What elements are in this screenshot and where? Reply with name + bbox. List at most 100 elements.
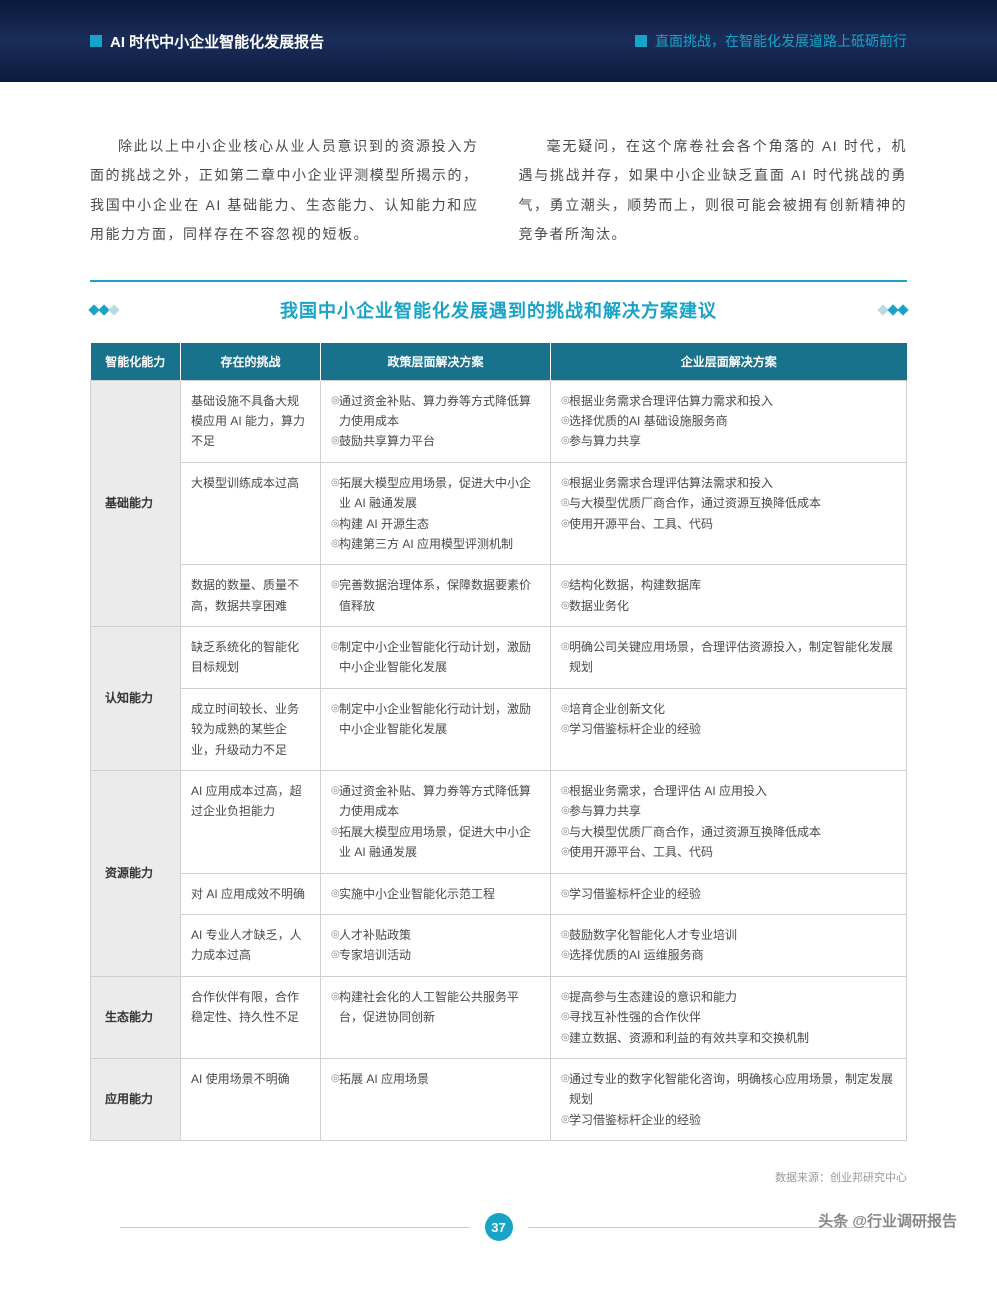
enterprise-cell: ◎根据业务需求，合理评估 AI 应用投入◎参与算力共享◎与大模型优质厂商合作，通… [551, 771, 907, 874]
bullet-item: ◎人才补贴政策 [331, 925, 540, 945]
square-marker-icon [90, 35, 102, 47]
bullet-icon: ◎ [561, 493, 569, 512]
bullet-icon: ◎ [331, 473, 339, 492]
paragraph-left: 除此以上中小企业核心从业人员意识到的资源投入方面的挑战之外，正如第二章中小企业评… [90, 132, 479, 250]
bullet-text: 拓展大模型应用场景，促进大中小企业 AI 融通发展 [339, 822, 540, 863]
table-header-row: 智能化能力 存在的挑战 政策层面解决方案 企业层面解决方案 [91, 343, 907, 381]
bullet-text: 建立数据、资源和利益的有效共享和交换机制 [569, 1028, 809, 1048]
challenge-cell: 数据的数量、质量不高，数据共享困难 [181, 565, 321, 627]
challenge-cell: AI 使用场景不明确 [181, 1058, 321, 1140]
bullet-text: 通过资金补贴、算力券等方式降低算力使用成本 [339, 781, 540, 822]
bullet-text: 与大模型优质厂商合作，通过资源互换降低成本 [569, 493, 821, 513]
table-header-cell: 政策层面解决方案 [321, 343, 551, 381]
bullet-item: ◎拓展大模型应用场景，促进大中小企业 AI 融通发展 [331, 473, 540, 514]
bullet-item: ◎学习借鉴标杆企业的经验 [561, 719, 896, 739]
diamond-icon [108, 304, 119, 315]
bullet-item: ◎专家培训活动 [331, 945, 540, 965]
bullet-item: ◎制定中小企业智能化行动计划，激励中小企业智能化发展 [331, 637, 540, 678]
bullet-item: ◎制定中小企业智能化行动计划，激励中小企业智能化发展 [331, 699, 540, 740]
bullet-item: ◎提高参与生态建设的意识和能力 [561, 987, 896, 1007]
bullet-text: 拓展大模型应用场景，促进大中小企业 AI 融通发展 [339, 473, 540, 514]
bullet-icon: ◎ [331, 391, 339, 410]
bullet-item: ◎参与算力共享 [561, 431, 896, 451]
bullet-item: ◎使用开源平台、工具、代码 [561, 842, 896, 862]
bullet-text: 构建 AI 开源生态 [339, 514, 429, 534]
table-row: 应用能力AI 使用场景不明确◎拓展 AI 应用场景◎通过专业的数字化智能化咨询，… [91, 1058, 907, 1140]
bullet-icon: ◎ [561, 822, 569, 841]
challenge-cell: AI 应用成本过高，超过企业负担能力 [181, 771, 321, 874]
bullet-text: 学习借鉴标杆企业的经验 [569, 884, 701, 904]
challenge-cell: 成立时间较长、业务较为成熟的某些企业，升级动力不足 [181, 688, 321, 770]
policy-cell: ◎制定中小企业智能化行动计划，激励中小企业智能化发展 [321, 627, 551, 689]
bullet-text: 根据业务需求合理评估算力需求和投入 [569, 391, 773, 411]
bullet-icon: ◎ [331, 699, 339, 718]
bullet-item: ◎数据业务化 [561, 596, 896, 616]
bullet-icon: ◎ [561, 699, 569, 718]
enterprise-cell: ◎学习借鉴标杆企业的经验 [551, 873, 907, 914]
bullet-icon: ◎ [561, 781, 569, 800]
bullet-icon: ◎ [331, 431, 339, 450]
table-row: 大模型训练成本过高◎拓展大模型应用场景，促进大中小企业 AI 融通发展◎构建 A… [91, 462, 907, 565]
table-header-cell: 存在的挑战 [181, 343, 321, 381]
bullet-item: ◎完善数据治理体系，保障数据要素价值释放 [331, 575, 540, 616]
bullet-item: ◎拓展 AI 应用场景 [331, 1069, 540, 1089]
category-cell: 认知能力 [91, 627, 181, 771]
bullet-icon: ◎ [561, 575, 569, 594]
bullet-item: ◎拓展大模型应用场景，促进大中小企业 AI 融通发展 [331, 822, 540, 863]
diamond-icon [897, 304, 908, 315]
bullet-item: ◎通过资金补贴、算力券等方式降低算力使用成本 [331, 781, 540, 822]
bullet-icon: ◎ [331, 987, 339, 1006]
bullet-text: 选择优质的AI 基础设施服务商 [569, 411, 728, 431]
bullet-icon: ◎ [331, 945, 339, 964]
bullet-text: 完善数据治理体系，保障数据要素价值释放 [339, 575, 540, 616]
bullet-icon: ◎ [561, 925, 569, 944]
bullet-icon: ◎ [561, 411, 569, 430]
bullet-text: 与大模型优质厂商合作，通过资源互换降低成本 [569, 822, 821, 842]
bullet-icon: ◎ [561, 801, 569, 820]
page-footer: 37 头条 @行业调研报告 [0, 1193, 997, 1261]
bullet-icon: ◎ [561, 1069, 569, 1088]
bullet-item: ◎寻找互补性强的合作伙伴 [561, 1007, 896, 1027]
table-row: 基础能力基础设施不具备大规模应用 AI 能力，算力不足◎通过资金补贴、算力券等方… [91, 380, 907, 462]
bullet-text: 数据业务化 [569, 596, 629, 616]
bullet-text: 结构化数据，构建数据库 [569, 575, 701, 595]
bullet-item: ◎与大模型优质厂商合作，通过资源互换降低成本 [561, 493, 896, 513]
bullet-text: 根据业务需求合理评估算法需求和投入 [569, 473, 773, 493]
bullet-text: 拓展 AI 应用场景 [339, 1069, 429, 1089]
bullet-text: 构建社会化的人工智能公共服务平台，促进协同创新 [339, 987, 540, 1028]
bullet-item: ◎鼓励数字化智能化人才专业培训 [561, 925, 896, 945]
data-source: 数据来源：创业邦研究中心 [0, 1161, 997, 1193]
bullet-icon: ◎ [331, 637, 339, 656]
bullet-item: ◎与大模型优质厂商合作，通过资源互换降低成本 [561, 822, 896, 842]
square-marker-icon [635, 35, 647, 47]
body-column-right: 毫无疑问，在这个席卷社会各个角落的 AI 时代，机遇与挑战并存，如果中小企业缺乏… [519, 132, 908, 250]
policy-cell: ◎构建社会化的人工智能公共服务平台，促进协同创新 [321, 976, 551, 1058]
policy-cell: ◎人才补贴政策◎专家培训活动 [321, 914, 551, 976]
bullet-icon: ◎ [331, 1069, 339, 1088]
section-title: 我国中小企业智能化发展遇到的挑战和解决方案建议 [280, 297, 717, 323]
challenge-cell: 缺乏系统化的智能化目标规划 [181, 627, 321, 689]
challenge-cell: 大模型训练成本过高 [181, 462, 321, 565]
bullet-item: ◎通过专业的数字化智能化咨询，明确核心应用场景，制定发展规划 [561, 1069, 896, 1110]
solutions-table: 智能化能力 存在的挑战 政策层面解决方案 企业层面解决方案 基础能力基础设施不具… [90, 343, 907, 1142]
bullet-icon: ◎ [561, 514, 569, 533]
bullet-icon: ◎ [561, 884, 569, 903]
paragraph-right: 毫无疑问，在这个席卷社会各个角落的 AI 时代，机遇与挑战并存，如果中小企业缺乏… [519, 132, 908, 250]
body-column-left: 除此以上中小企业核心从业人员意识到的资源投入方面的挑战之外，正如第二章中小企业评… [90, 132, 479, 250]
bullet-text: 鼓励数字化智能化人才专业培训 [569, 925, 737, 945]
enterprise-cell: ◎明确公司关键应用场景，合理评估资源投入，制定智能化发展规划 [551, 627, 907, 689]
bullet-text: 专家培训活动 [339, 945, 411, 965]
bullet-text: 构建第三方 AI 应用模型评测机制 [339, 534, 513, 554]
bullet-item: ◎选择优质的AI 运维服务商 [561, 945, 896, 965]
bullet-icon: ◎ [331, 925, 339, 944]
enterprise-cell: ◎根据业务需求合理评估算力需求和投入◎选择优质的AI 基础设施服务商◎参与算力共… [551, 380, 907, 462]
category-cell: 基础能力 [91, 380, 181, 627]
bullet-item: ◎构建 AI 开源生态 [331, 514, 540, 534]
bullet-text: 实施中小企业智能化示范工程 [339, 884, 495, 904]
diamond-decoration-right [879, 306, 907, 314]
challenge-cell: 合作伙伴有限，合作稳定性、持久性不足 [181, 976, 321, 1058]
bullet-item: ◎选择优质的AI 基础设施服务商 [561, 411, 896, 431]
category-cell: 资源能力 [91, 771, 181, 977]
enterprise-cell: ◎通过专业的数字化智能化咨询，明确核心应用场景，制定发展规划◎学习借鉴标杆企业的… [551, 1058, 907, 1140]
bullet-text: 参与算力共享 [569, 431, 641, 451]
